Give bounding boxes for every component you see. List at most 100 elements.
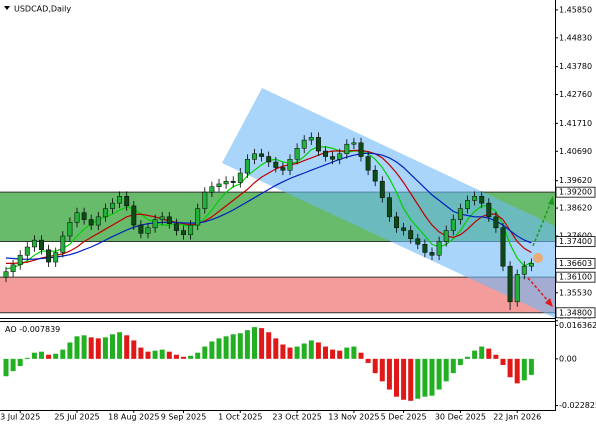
ao-bar [60, 349, 66, 359]
candle-body [344, 143, 350, 155]
y-tick-label: 0.00 [559, 354, 577, 363]
candle-body [259, 153, 265, 157]
candle-body [95, 216, 101, 226]
ao-bar [436, 358, 442, 390]
ao-bar [173, 354, 179, 359]
candle-body [465, 200, 470, 209]
candle-body [415, 238, 421, 245]
price-tag-label: 1.34800 [559, 308, 592, 317]
y-tick-label: 1.41710 [559, 119, 592, 128]
ao-bar [323, 346, 328, 359]
candle-body [131, 205, 137, 226]
menu-triangle [4, 6, 10, 10]
ao-bar [330, 349, 336, 359]
ao-bar [450, 358, 456, 374]
marker [533, 253, 543, 263]
candle-body [493, 216, 499, 229]
ao-bar [528, 358, 534, 375]
candle-body [308, 137, 314, 141]
candle-body [365, 156, 371, 171]
ao-bar [223, 336, 229, 359]
candle-body [330, 156, 336, 160]
candle-body [102, 208, 108, 218]
candle-body [10, 264, 16, 272]
candle-body [507, 265, 513, 303]
candle-body [472, 196, 478, 201]
candle-body [500, 227, 506, 267]
candle-body [244, 159, 250, 174]
ao-bar [216, 338, 222, 359]
ao-bar [202, 346, 208, 359]
ao-bar [53, 353, 59, 359]
x-tick-label: 23 Oct 2025 [272, 413, 321, 422]
x-tick-label: 13 Nov 2025 [328, 413, 379, 422]
candle-body [173, 223, 179, 231]
ao-bar [39, 351, 44, 359]
ao-bar [386, 358, 392, 390]
ao-bar [294, 346, 300, 359]
candle-body [294, 148, 300, 160]
price-tag-label: 1.36100 [559, 273, 592, 282]
x-tick-label: 22 Jan 2026 [493, 413, 541, 422]
ao-bar [81, 335, 87, 359]
candle-body [479, 196, 485, 204]
ao-bar [358, 352, 364, 359]
candle-body [337, 153, 343, 160]
candle-body [486, 202, 492, 218]
moving-average [5, 152, 532, 260]
price-tag [555, 307, 596, 319]
ao-bar [514, 358, 520, 384]
y-tick-label: 0.016362 [559, 321, 596, 330]
chart-title: USDCAD,Daily [14, 5, 71, 14]
ao-bar [181, 356, 186, 359]
indicator-label: AO -0.007839 [5, 325, 60, 334]
ao-bar [344, 347, 350, 359]
candle-body [17, 254, 23, 266]
ao-bar [287, 347, 293, 359]
x-tick-label: 25 Jul 2025 [54, 413, 99, 422]
ao-bar [17, 358, 23, 366]
ao-bar [351, 346, 357, 359]
candle-body [315, 137, 321, 152]
ao-bar [230, 334, 236, 359]
candle-body [521, 265, 527, 275]
price-tag [555, 236, 596, 247]
candle-body [401, 227, 407, 231]
ao-bar [67, 342, 73, 359]
candle-body [273, 161, 279, 168]
up-arrow-head [548, 196, 554, 205]
candle-body [443, 230, 449, 242]
ao-bar [195, 352, 201, 359]
ao-bar [280, 344, 286, 359]
ao-bar [457, 358, 463, 365]
ao-bar [145, 351, 151, 359]
y-tick-label: 1.42760 [559, 90, 592, 99]
ao-bar [237, 333, 243, 359]
ao-bar [259, 328, 265, 359]
candle-body [237, 172, 243, 183]
ao-bar [394, 358, 399, 397]
ao-bar [188, 355, 194, 359]
ao-bar [315, 342, 321, 359]
ao-bar [415, 358, 421, 399]
ao-bar [10, 358, 16, 372]
candle-body [181, 230, 186, 235]
ao-bar [102, 337, 108, 359]
candle-body [67, 222, 73, 237]
y-tick-label: 1.45850 [559, 5, 592, 14]
x-tick-label: 9 Sep 2025 [161, 413, 207, 422]
ao-bar [46, 354, 52, 359]
candle-body [216, 183, 222, 187]
ao-bar [131, 340, 137, 359]
candle-body [195, 208, 201, 226]
candle-body [3, 271, 9, 278]
ao-bar [152, 350, 158, 359]
indicator-value: -0.007839 [19, 325, 60, 334]
ao-bar [500, 358, 506, 365]
candle-body [138, 224, 144, 234]
ao-bar [429, 358, 435, 396]
candle-body [408, 230, 414, 240]
candle-body [528, 263, 534, 267]
candle-body [386, 197, 392, 218]
down-arrow [527, 277, 550, 303]
